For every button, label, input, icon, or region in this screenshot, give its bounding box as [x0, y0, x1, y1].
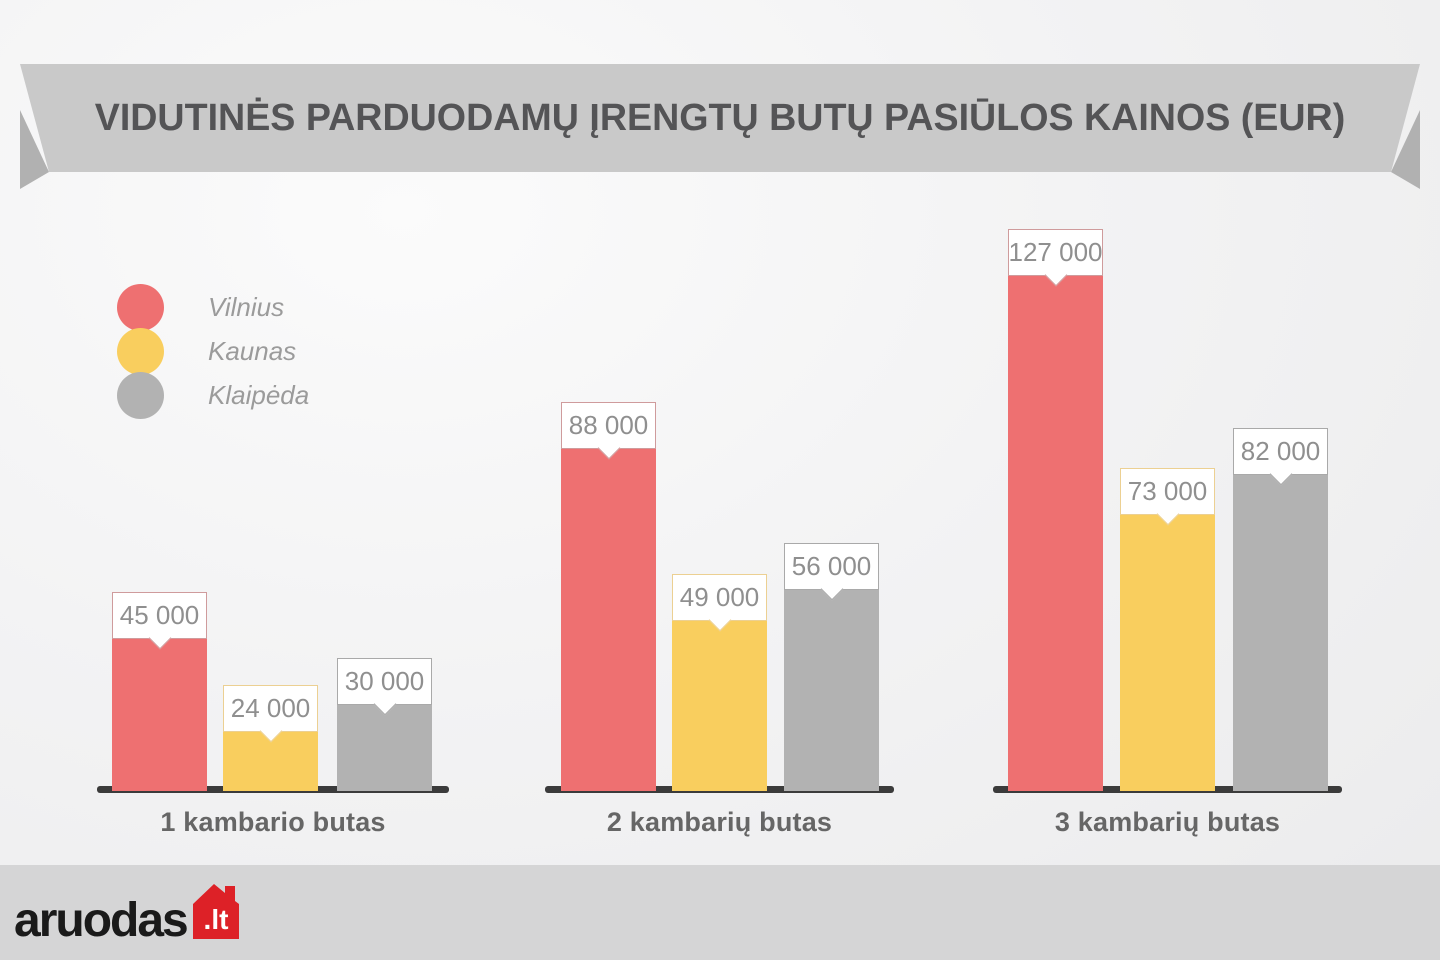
footer-band: aruodas .lt Šaltinis: Aruodas.lt aktyvūs…: [0, 865, 1440, 960]
value-label: 49 000: [679, 582, 760, 612]
bar-fill: [1008, 275, 1103, 791]
value-label: 30 000: [344, 666, 425, 696]
value-label: 88 000: [568, 410, 649, 440]
value-callout: 82 000: [1233, 428, 1328, 486]
title-ribbon: [20, 64, 1420, 189]
bar-klaipeda-1room: 30 000: [337, 658, 432, 791]
value-label: 56 000: [791, 551, 872, 581]
value-callout: 73 000: [1120, 468, 1215, 526]
value-label: 127 000: [1008, 237, 1103, 267]
vilnius-color-dot-icon: [117, 284, 164, 331]
ribbon-right-fold: [1391, 110, 1420, 189]
bar-fill: [1120, 514, 1215, 791]
value-label: 45 000: [119, 600, 200, 630]
category-label-3room: 3 kambarių butas: [1054, 806, 1281, 837]
bar-fill: [672, 620, 767, 791]
bar-fill: [112, 638, 207, 791]
klaipeda-color-dot-icon: [117, 372, 164, 419]
ribbon-left-fold: [20, 110, 49, 189]
bar-fill: [784, 589, 879, 791]
bar-vilnius-1room: 45 000: [112, 592, 207, 791]
bar-klaipeda-3room: 82 000: [1233, 428, 1328, 791]
bar-vilnius-3room: 127 000: [1008, 229, 1103, 791]
bar-fill: [337, 704, 432, 791]
bar-fill: [1233, 474, 1328, 791]
legend-item-klaipeda: Klaipėda: [117, 372, 309, 419]
legend-item-vilnius: Vilnius: [117, 284, 284, 331]
bar-klaipeda-2room: 56 000: [784, 543, 879, 791]
value-callout: 45 000: [112, 592, 207, 650]
value-callout: 49 000: [672, 574, 767, 632]
aruodas-logo: aruodas .lt: [14, 883, 240, 947]
legend-label: Vilnius: [208, 292, 285, 322]
logo-suffix-text: .lt: [203, 904, 228, 935]
value-callout: 30 000: [337, 658, 432, 716]
value-label: 73 000: [1127, 476, 1208, 506]
kaunas-color-dot-icon: [117, 328, 164, 375]
bar-vilnius-2room: 88 000: [561, 402, 656, 791]
ribbon-band: [20, 64, 1420, 172]
legend-label: Klaipėda: [208, 380, 310, 410]
legend-label: Kaunas: [208, 336, 297, 366]
value-callout: 56 000: [784, 543, 879, 601]
house-icon: .lt: [192, 884, 239, 939]
legend-item-kaunas: Kaunas: [117, 328, 296, 375]
bar-fill: [561, 448, 656, 791]
page-title: VIDUTINĖS PARDUODAMŲ ĮRENGTŲ BUTŲ PASIŪL…: [94, 96, 1346, 139]
bar-kaunas-3room: 73 000: [1120, 468, 1215, 791]
category-label-2room: 2 kambarių butas: [606, 806, 833, 837]
value-callout: 88 000: [561, 402, 656, 460]
category-label-1room: 1 kambario butas: [160, 806, 386, 837]
value-label: 24 000: [230, 693, 311, 723]
value-callout: 127 000: [1008, 229, 1103, 287]
logo-wordmark: aruodas: [14, 893, 189, 947]
value-label: 82 000: [1240, 436, 1321, 466]
value-callout: 24 000: [223, 685, 318, 743]
bar-kaunas-1room: 24 000: [223, 685, 318, 791]
bar-kaunas-2room: 49 000: [672, 574, 767, 791]
